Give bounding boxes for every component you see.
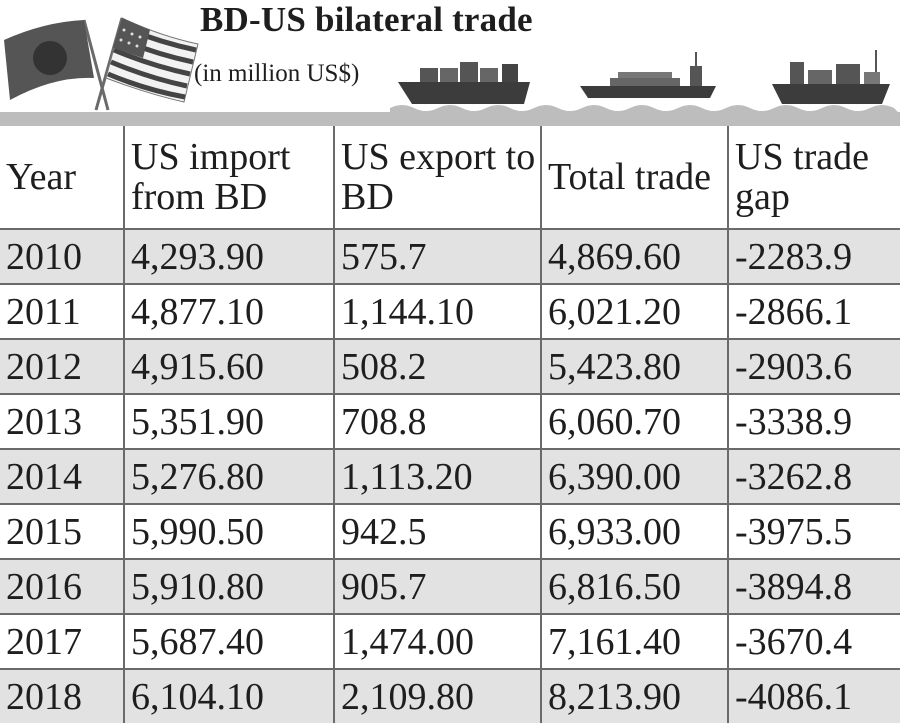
table-cell: 708.8 xyxy=(334,393,542,449)
table-cell: 6,104.10 xyxy=(124,668,335,723)
column-header: US import from BD xyxy=(124,126,335,229)
table-cell: 2017 xyxy=(0,613,125,669)
table-cell: 7,161.40 xyxy=(541,613,729,669)
table-cell: -4086.1 xyxy=(728,668,900,723)
table-cell: -3975.5 xyxy=(728,503,900,559)
table-cell: 2,109.80 xyxy=(334,668,542,723)
table-cell: 5,990.50 xyxy=(124,503,335,559)
table-cell: 6,816.50 xyxy=(541,558,729,614)
table-cell: 5,276.80 xyxy=(124,448,335,504)
table-cell: -3670.4 xyxy=(728,613,900,669)
table-cell: 4,877.10 xyxy=(124,283,335,339)
table-cell: 8,213.90 xyxy=(541,668,729,723)
table-cell: 5,423.80 xyxy=(541,338,729,394)
table-row: 2015 5,990.50 942.5 6,933.00 -3975.5 xyxy=(0,503,900,559)
table-cell: 6,390.00 xyxy=(541,448,729,504)
trade-table: Year US import from BD US export to BD Tota… xyxy=(0,126,900,723)
table-cell: 2016 xyxy=(0,558,125,614)
us-flag-icon xyxy=(94,17,199,111)
chart-subtitle: (in million US$) xyxy=(194,60,360,87)
chart-title: BD-US bilateral trade xyxy=(200,0,533,39)
table-cell: 4,915.60 xyxy=(124,338,335,394)
table-cell: -3894.8 xyxy=(728,558,900,614)
table-cell: -3262.8 xyxy=(728,448,900,504)
table-row: 2017 5,687.40 1,474.00 7,161.40 -3670.4 xyxy=(0,613,900,669)
table-cell: 6,021.20 xyxy=(541,283,729,339)
table-cell: 4,869.60 xyxy=(541,228,729,284)
table-cell: 5,910.80 xyxy=(124,558,335,614)
table-cell: 2014 xyxy=(0,448,125,504)
ships-graphic xyxy=(390,50,900,114)
freighter-icon xyxy=(772,50,890,104)
column-header: US export to BD xyxy=(334,126,542,229)
table-cell: 5,351.90 xyxy=(124,393,335,449)
column-header: Year xyxy=(0,126,125,229)
infographic-header: BD-US bilateral trade (in million US$) xyxy=(0,0,900,118)
table-cell: -3338.9 xyxy=(728,393,900,449)
table-row: 2012 4,915.60 508.2 5,423.80 -2903.6 xyxy=(0,338,900,394)
column-header: Total trade xyxy=(541,126,729,229)
table-row: 2014 5,276.80 1,113.20 6,390.00 -3262.8 xyxy=(0,448,900,504)
header-divider xyxy=(0,112,900,126)
flags-graphic xyxy=(4,17,199,111)
table-row: 2018 6,104.10 2,109.80 8,213.90 -4086.1 xyxy=(0,668,900,723)
table-header: Year US import from BD US export to BD Tota… xyxy=(0,126,900,229)
container-ship-icon xyxy=(580,52,716,98)
table-cell: 1,474.00 xyxy=(334,613,542,669)
table-cell: 2010 xyxy=(0,228,125,284)
table-cell: -2903.6 xyxy=(728,338,900,394)
table-cell: -2283.9 xyxy=(728,228,900,284)
table-row: 2016 5,910.80 905.7 6,816.50 -3894.8 xyxy=(0,558,900,614)
table-cell: 508.2 xyxy=(334,338,542,394)
table-cell: 4,293.90 xyxy=(124,228,335,284)
table-cell: 1,113.20 xyxy=(334,448,542,504)
table-cell: 905.7 xyxy=(334,558,542,614)
column-header: US trade gap xyxy=(735,136,870,218)
table-cell: 5,687.40 xyxy=(124,613,335,669)
table-cell: 2015 xyxy=(0,503,125,559)
table-row: 2010 4,293.90 575.7 4,869.60 -2283.9 xyxy=(0,228,900,284)
table-cell: 6,060.70 xyxy=(541,393,729,449)
table-cell: 575.7 xyxy=(334,228,542,284)
table-row: 2011 4,877.10 1,144.10 6,021.20 -2866.1 xyxy=(0,283,900,339)
table-cell: 2013 xyxy=(0,393,125,449)
table-cell: -2866.1 xyxy=(728,283,900,339)
table-body: 2010 4,293.90 575.7 4,869.60 -2283.9 2011 4,87… xyxy=(0,228,900,723)
table-cell: 6,933.00 xyxy=(541,503,729,559)
bangladesh-flag-icon xyxy=(4,19,110,111)
table-cell: 1,144.10 xyxy=(334,283,542,339)
table-cell: 2012 xyxy=(0,338,125,394)
cargo-ship-icon xyxy=(398,62,530,104)
table-cell: 2011 xyxy=(0,283,125,339)
table-row: 2013 5,351.90 708.8 6,060.70 -3338.9 xyxy=(0,393,900,449)
table-cell: 2018 xyxy=(0,668,125,723)
table-cell: 942.5 xyxy=(334,503,542,559)
